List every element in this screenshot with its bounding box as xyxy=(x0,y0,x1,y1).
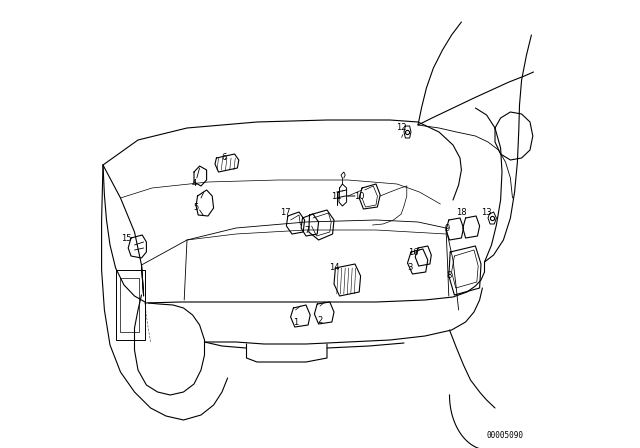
Text: 17: 17 xyxy=(280,207,291,216)
Text: 16: 16 xyxy=(408,247,419,257)
Text: 10: 10 xyxy=(354,191,364,201)
Text: 2: 2 xyxy=(317,315,323,324)
Text: 1: 1 xyxy=(293,318,298,327)
Text: 9: 9 xyxy=(445,224,450,233)
Text: 18: 18 xyxy=(456,207,467,216)
Text: 15: 15 xyxy=(122,233,132,242)
Text: 14: 14 xyxy=(329,263,339,272)
Text: 6: 6 xyxy=(221,154,227,163)
Text: 7: 7 xyxy=(305,225,310,234)
Text: 5: 5 xyxy=(193,202,199,211)
Text: 13: 13 xyxy=(481,207,492,216)
Text: 00005090: 00005090 xyxy=(487,431,524,440)
Text: 3: 3 xyxy=(407,263,412,272)
Text: 4: 4 xyxy=(191,180,196,189)
Text: 12: 12 xyxy=(396,124,406,133)
Text: 11: 11 xyxy=(331,191,341,201)
Text: 8: 8 xyxy=(447,271,452,280)
